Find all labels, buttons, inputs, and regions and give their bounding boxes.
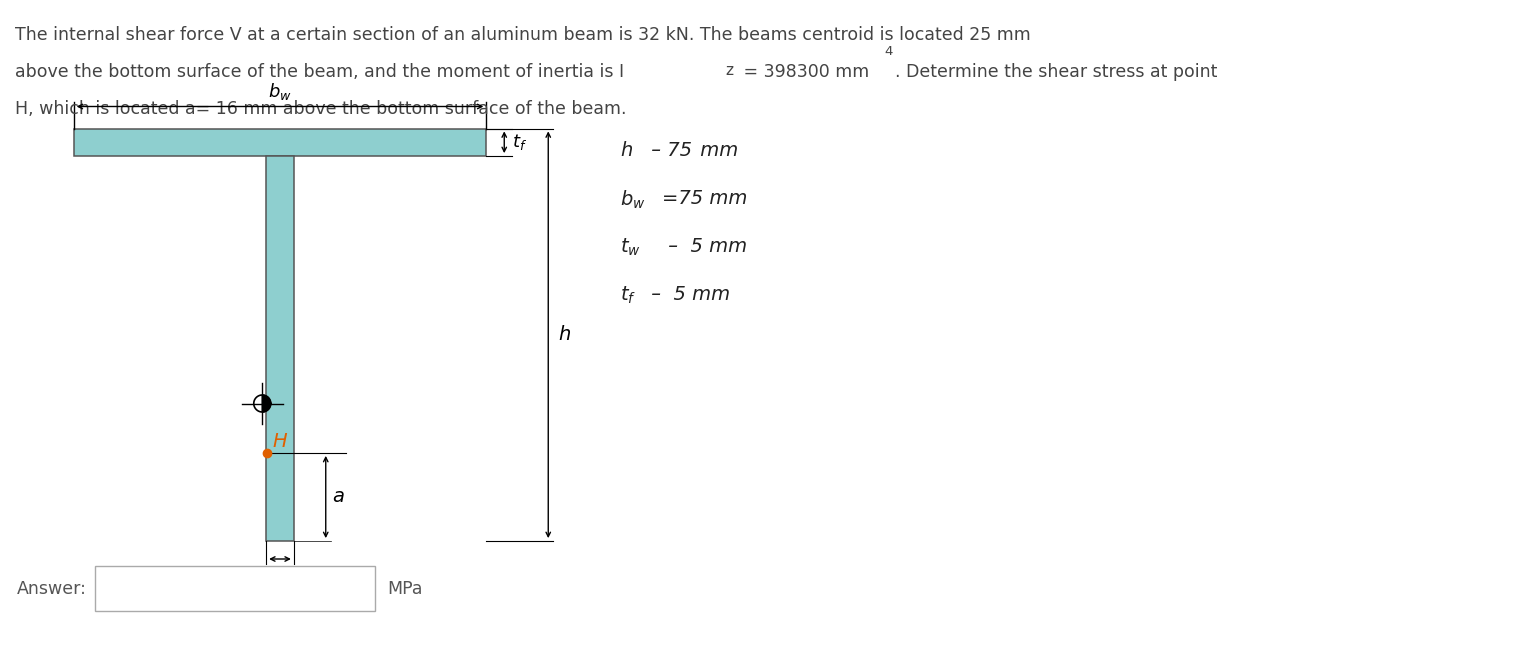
Text: =75 mm: =75 mm bbox=[662, 189, 747, 208]
Bar bbox=[73, 129, 487, 156]
Text: = 398300 mm: = 398300 mm bbox=[738, 63, 868, 81]
Text: $t_f$: $t_f$ bbox=[513, 132, 528, 152]
Polygon shape bbox=[254, 395, 271, 412]
Bar bbox=[266, 156, 294, 541]
Polygon shape bbox=[262, 395, 271, 412]
Text: z: z bbox=[726, 63, 733, 78]
Text: – 75  mm: – 75 mm bbox=[645, 141, 738, 160]
Text: above the bottom surface of the beam, and the moment of inertia is I: above the bottom surface of the beam, an… bbox=[15, 63, 624, 81]
Text: H, which is located a= 16 mm above the bottom surface of the beam.: H, which is located a= 16 mm above the b… bbox=[15, 100, 627, 118]
Text: 4: 4 bbox=[884, 45, 893, 58]
Text: . Determine the shear stress at point: . Determine the shear stress at point bbox=[894, 63, 1217, 81]
Text: $h$: $h$ bbox=[621, 141, 633, 160]
Bar bbox=[94, 566, 376, 611]
Text: $t_f$: $t_f$ bbox=[621, 285, 636, 306]
Text: The internal shear force V at a certain section of an aluminum beam is 32 kN. Th: The internal shear force V at a certain … bbox=[15, 26, 1031, 44]
Text: Answer:: Answer: bbox=[17, 579, 87, 598]
Text: MPa: MPa bbox=[386, 579, 423, 598]
Text: $h$: $h$ bbox=[558, 325, 572, 344]
Text: $t_w$: $t_w$ bbox=[621, 237, 640, 258]
Text: $t_w$: $t_w$ bbox=[271, 569, 289, 589]
Text: $a$: $a$ bbox=[332, 488, 344, 506]
Text: $H$: $H$ bbox=[272, 432, 289, 451]
Text: $b_w$: $b_w$ bbox=[621, 189, 645, 211]
Text: $b_w$: $b_w$ bbox=[268, 81, 292, 101]
Text: –  5 mm: – 5 mm bbox=[662, 237, 747, 256]
Text: –  5 mm: – 5 mm bbox=[645, 285, 730, 304]
